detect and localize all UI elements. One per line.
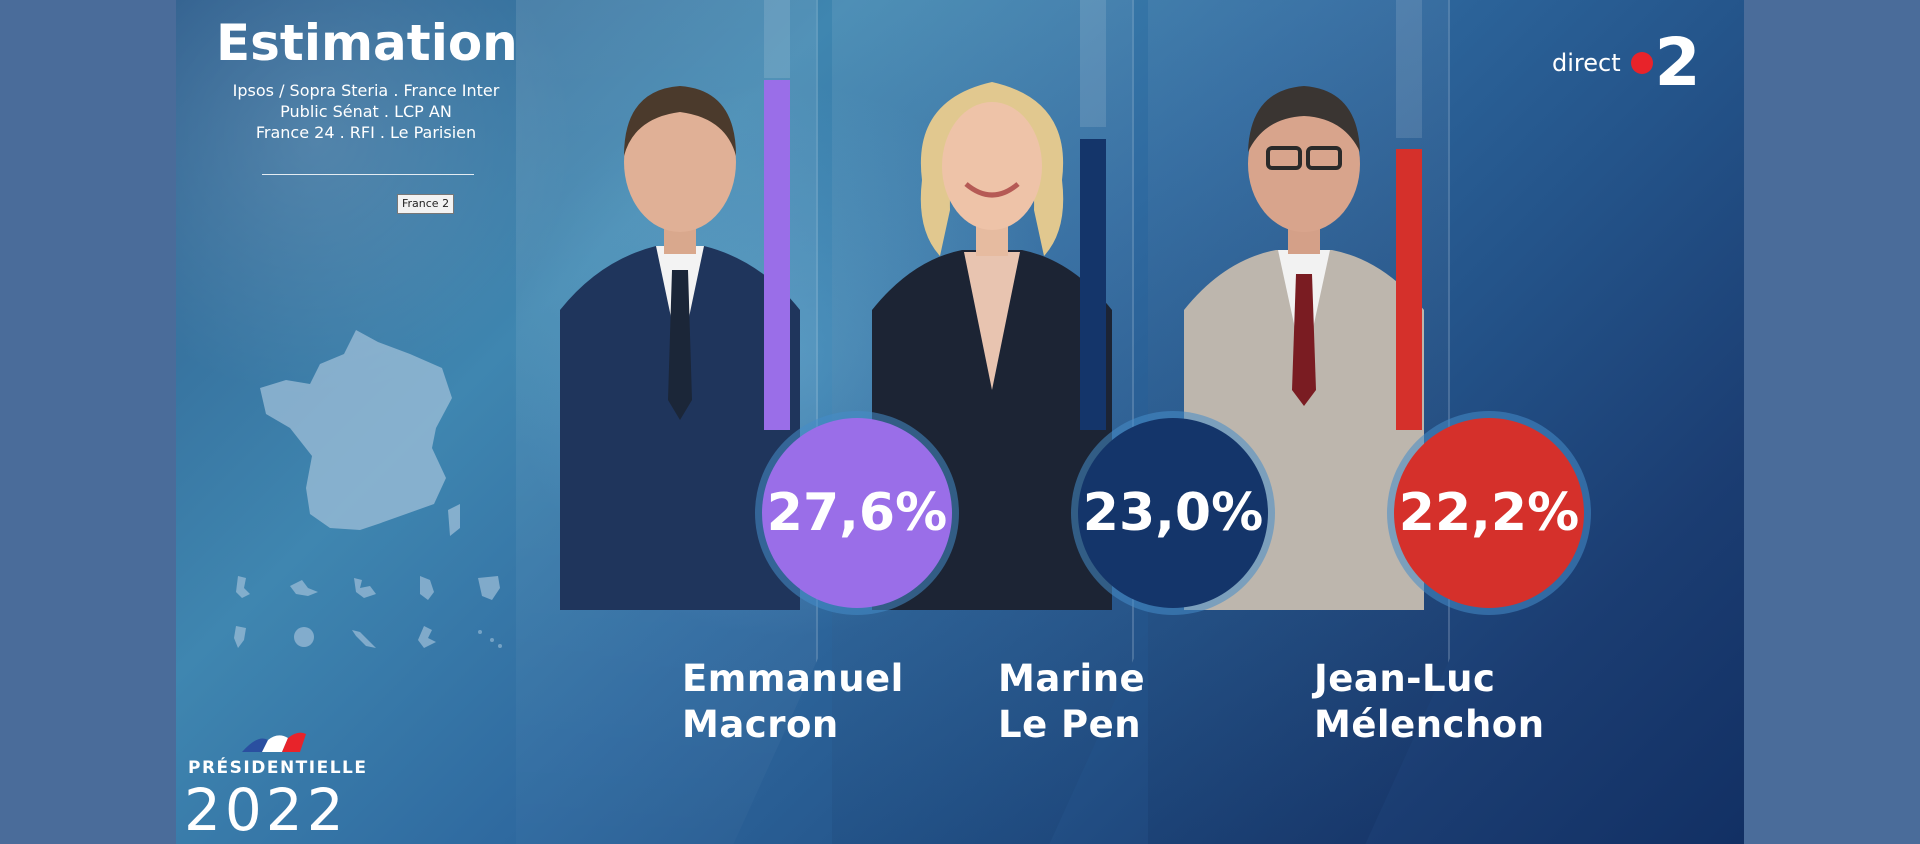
tricolor-flag-icon <box>238 730 308 756</box>
first-name: Marine <box>998 657 1146 700</box>
score-bar-track <box>764 0 790 78</box>
direct-label: direct <box>1552 49 1621 77</box>
territory-icon <box>216 570 268 604</box>
channel-chip: France 2 <box>397 194 455 214</box>
territory-icon <box>402 620 454 654</box>
score-value: 23,0% <box>1082 483 1264 543</box>
candidate-photo-macron <box>560 60 800 610</box>
last-name: Macron <box>682 703 839 746</box>
score-value: 27,6% <box>766 483 948 543</box>
results-broadcast-graphic: Estimation Ipsos / Sopra Steria . France… <box>176 0 1744 844</box>
score-value: 22,2% <box>1398 483 1580 543</box>
score-circle-macron: 27,6% <box>762 418 952 608</box>
estimation-title: Estimation <box>216 14 518 72</box>
last-name: Mélenchon <box>1314 703 1545 746</box>
source-line: France 24 . RFI . Le Parisien <box>255 123 477 142</box>
first-name: Jean-Luc <box>1314 657 1496 700</box>
election-year: 2022 <box>184 776 348 844</box>
channel-logo: direct 2 <box>1552 30 1701 96</box>
territory-icon <box>340 620 392 654</box>
divider <box>262 174 474 175</box>
score-bar-track <box>1396 0 1422 138</box>
france-map-icon <box>260 328 460 536</box>
channel-number: 2 <box>1654 24 1701 101</box>
territory-icon <box>402 570 454 604</box>
live-dot-icon <box>1630 52 1653 74</box>
score-bar-melenchon <box>1396 149 1422 430</box>
score-circle-melenchon: 22,2% <box>1394 418 1584 608</box>
score-circle-lepen: 23,0% <box>1078 418 1268 608</box>
source-line: Public Sénat . LCP AN <box>280 102 452 121</box>
territory-icon <box>464 570 516 604</box>
score-bar-lepen <box>1080 139 1106 430</box>
candidate-name-melenchon: Jean-Luc Mélenchon <box>1314 656 1545 748</box>
last-name: Le Pen <box>998 703 1142 746</box>
territory-icon <box>278 620 330 654</box>
score-bar-macron <box>764 80 790 430</box>
overseas-territories-icon <box>216 570 516 660</box>
territory-icon <box>216 620 268 654</box>
territory-icon <box>340 570 392 604</box>
score-bar-track <box>1080 0 1106 127</box>
territory-icon <box>278 570 330 604</box>
election-label: PRÉSIDENTIELLE <box>188 758 368 778</box>
poll-sources: Ipsos / Sopra Steria . France Inter Publ… <box>176 80 556 143</box>
territory-icon <box>464 620 516 654</box>
candidate-name-lepen: Marine Le Pen <box>998 656 1145 748</box>
source-line: Ipsos / Sopra Steria . France Inter <box>232 81 500 100</box>
candidate-name-macron: Emmanuel Macron <box>682 656 904 748</box>
first-name: Emmanuel <box>682 657 904 700</box>
